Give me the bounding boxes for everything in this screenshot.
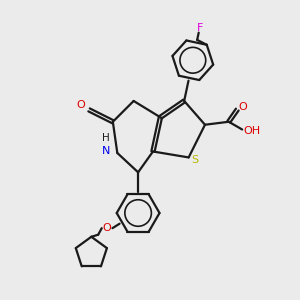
Text: OH: OH <box>243 126 260 136</box>
Text: O: O <box>103 223 112 233</box>
Text: O: O <box>238 102 247 112</box>
Text: O: O <box>76 100 85 110</box>
Text: S: S <box>192 155 199 165</box>
Text: N: N <box>102 146 110 157</box>
Text: H: H <box>102 133 110 142</box>
Text: F: F <box>196 23 203 33</box>
